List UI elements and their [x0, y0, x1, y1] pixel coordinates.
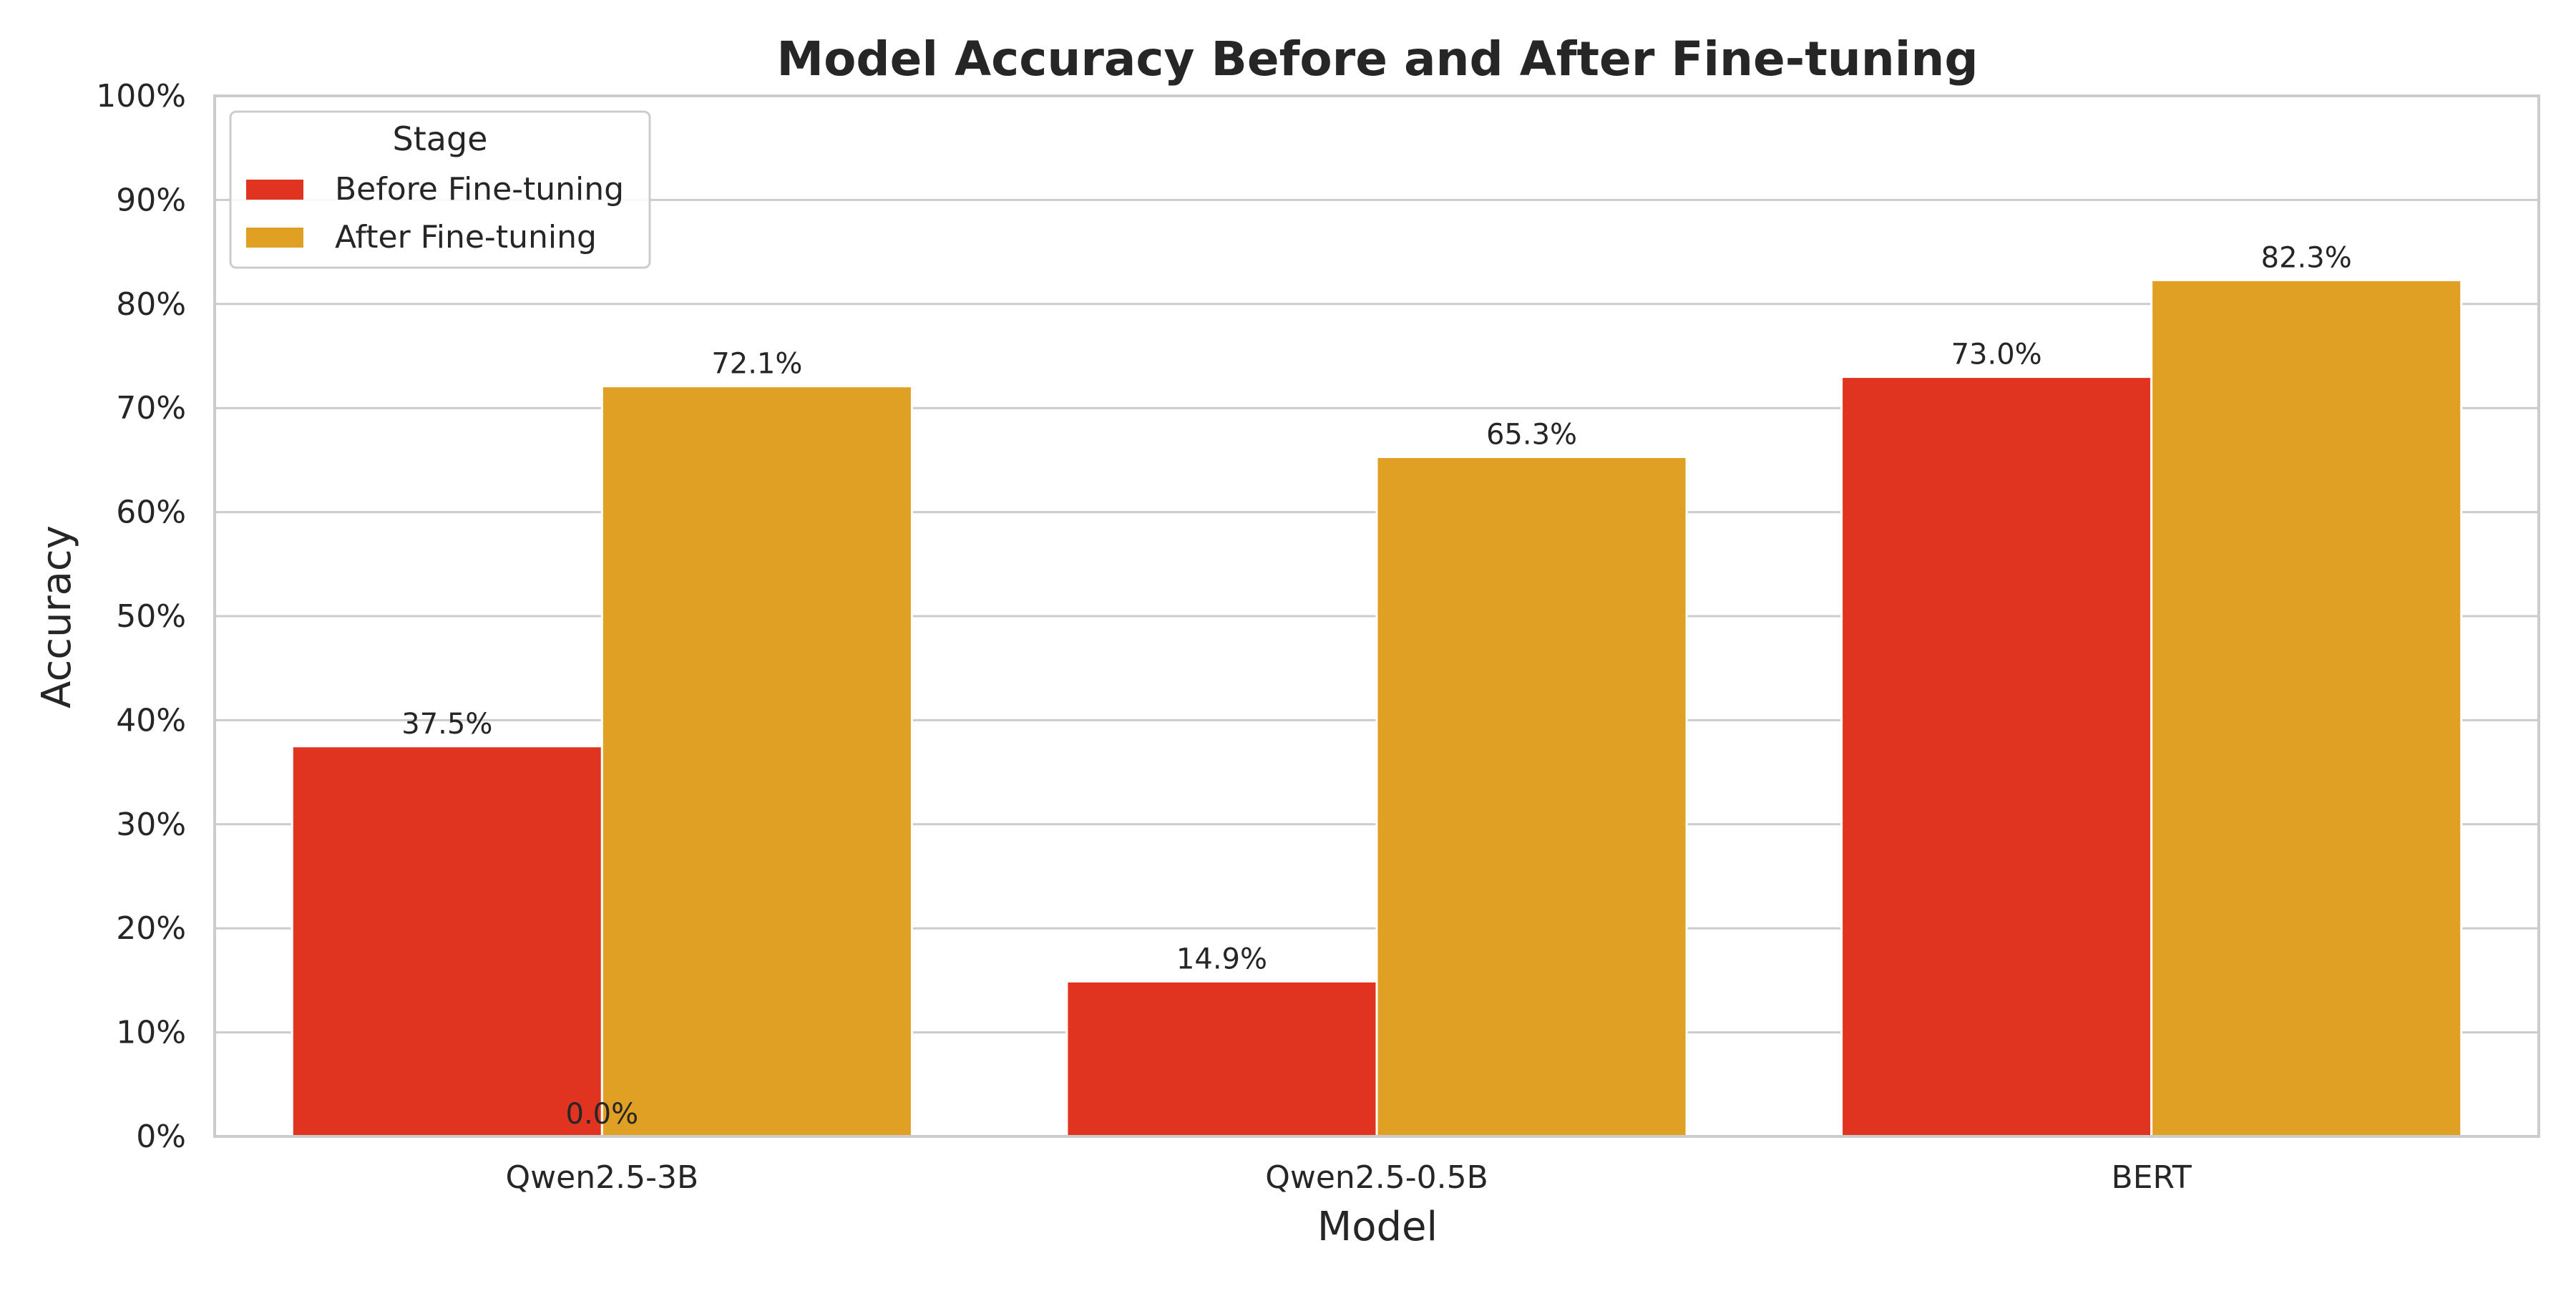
y-tick-label: 80% — [116, 286, 186, 323]
bar — [600, 385, 913, 1138]
bar — [1375, 456, 1688, 1138]
legend-box — [229, 110, 651, 269]
chart-title: Model Accuracy Before and After Fine-tun… — [776, 31, 1978, 87]
legend-title: Stage — [393, 120, 488, 158]
y-tick-label: 70% — [116, 390, 186, 427]
x-tick-label: Qwen2.5-0.5B — [1265, 1159, 1488, 1196]
y-tick-label: 100% — [96, 78, 186, 115]
bars — [291, 278, 2463, 1138]
bar — [1065, 980, 1378, 1138]
legend-label-after: After Fine-tuning — [335, 219, 597, 255]
bar — [291, 745, 603, 1138]
bar-value-labels: 37.5% 72.1% 14.9% 65.3% 73.0% 82.3% 0.0% — [401, 241, 2351, 1131]
axis-ticks: 0% 10% 20% 30% 40% 50% 60% 70% 80% 90% 100% Qwen2.5… — [96, 78, 2192, 1196]
bar — [1840, 376, 2153, 1138]
y-tick-label: 30% — [116, 807, 186, 843]
bar-value-label: 14.9% — [1176, 942, 1267, 975]
y-tick-label: 10% — [116, 1015, 186, 1051]
x-axis-label: Model — [1317, 1204, 1438, 1250]
x-tick-label: Qwen2.5-3B — [506, 1159, 699, 1196]
bar — [2150, 278, 2463, 1138]
y-tick-label: 40% — [116, 702, 186, 739]
plot-border — [213, 94, 2540, 1138]
y-axis-label: Accuracy — [34, 525, 80, 708]
plot-frame — [213, 94, 2540, 1138]
bar-value-label: 65.3% — [1486, 419, 1577, 452]
bar-value-label: 37.5% — [401, 708, 492, 741]
y-tick-label: 20% — [116, 910, 186, 947]
bar-value-label: 0.0% — [566, 1098, 639, 1131]
legend: Stage Before Fine-tuning After Fine-tuni… — [229, 110, 651, 269]
x-tick-label: BERT — [2112, 1159, 2192, 1196]
legend-swatch-before — [246, 180, 303, 200]
bar-value-label: 82.3% — [2261, 241, 2352, 274]
legend-swatch-after — [246, 228, 303, 248]
y-tick-label: 90% — [116, 182, 186, 218]
y-tick-label: 0% — [136, 1119, 186, 1155]
bar-value-label: 72.1% — [711, 348, 802, 381]
y-tick-label: 60% — [116, 495, 186, 531]
y-tick-label: 50% — [116, 598, 186, 635]
bar-value-label: 73.0% — [1951, 338, 2042, 371]
legend-label-before: Before Fine-tuning — [335, 171, 624, 208]
